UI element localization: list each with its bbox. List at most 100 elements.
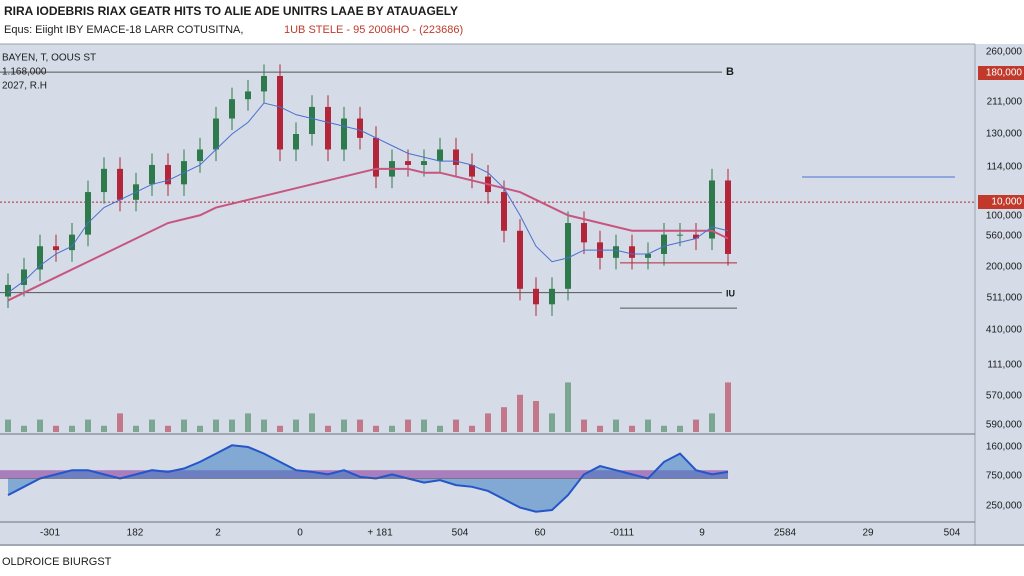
- candle-body: [277, 75, 283, 150]
- volume-bar: [325, 425, 331, 432]
- price-label: 211,000: [987, 97, 1023, 108]
- osc-band: [0, 470, 728, 479]
- time-label: 504: [452, 528, 469, 539]
- candle-body: [709, 180, 715, 239]
- subtitle: Equs: Eiight IBY EMACE-18 LARR COTUSITNA…: [4, 24, 243, 36]
- candle-body: [565, 223, 571, 289]
- annotation: IU: [726, 288, 735, 298]
- candle-body: [645, 253, 651, 258]
- volume-bar: [117, 413, 123, 432]
- candle-body: [725, 180, 731, 254]
- time-label: -301: [40, 528, 60, 539]
- price-label: 10,000: [991, 197, 1022, 208]
- volume-bar: [229, 419, 235, 432]
- price-label: 100,000: [986, 211, 1023, 222]
- candle-body: [101, 168, 107, 193]
- annotation: B: [726, 66, 734, 78]
- volume-bar: [293, 419, 299, 432]
- volume-bar: [277, 425, 283, 432]
- candle-body: [613, 246, 619, 258]
- price-label: 511,000: [987, 293, 1023, 304]
- volume-bar: [245, 413, 251, 432]
- footer: OLDROICE BIURGST: [2, 556, 112, 568]
- candle-body: [405, 161, 411, 165]
- volume-bar: [645, 419, 651, 432]
- volume-bar: [469, 425, 475, 432]
- candle-body: [661, 234, 667, 254]
- time-label: 0: [297, 528, 303, 539]
- volume-bar: [453, 419, 459, 432]
- time-label: 2: [215, 528, 221, 539]
- candle-body: [213, 118, 219, 150]
- osc-label: 750,000: [986, 471, 1023, 482]
- candle-body: [261, 75, 267, 92]
- candle-body: [437, 149, 443, 162]
- candle-body: [421, 161, 427, 165]
- candle-body: [533, 288, 539, 305]
- volume-bar: [405, 419, 411, 432]
- price-label: 560,000: [986, 231, 1023, 242]
- candle-body: [5, 284, 11, 297]
- candle-body: [677, 234, 683, 236]
- volume-bar: [725, 382, 731, 432]
- price-label: 130,000: [986, 129, 1023, 140]
- candle-body: [37, 246, 43, 270]
- volume-bar: [709, 413, 715, 432]
- candle-body: [549, 288, 555, 305]
- volume-bar: [421, 419, 427, 432]
- candle-body: [149, 164, 155, 185]
- candle-body: [309, 106, 315, 135]
- candle-body: [469, 164, 475, 177]
- volume-bar: [37, 419, 43, 432]
- price-label: 590,000: [986, 420, 1023, 431]
- price-tag: [978, 66, 1024, 80]
- candle-body: [341, 118, 347, 150]
- info-text: 1.168,000: [2, 67, 47, 78]
- volume-bar: [661, 425, 667, 432]
- candle-body: [69, 234, 75, 251]
- volume-bar: [69, 425, 75, 432]
- volume-bar: [485, 413, 491, 432]
- time-label: 9: [699, 528, 705, 539]
- time-label: 29: [862, 528, 874, 539]
- volume-bar: [53, 425, 59, 432]
- candle-body: [53, 246, 59, 251]
- candle-body: [293, 134, 299, 150]
- candle-body: [245, 91, 251, 100]
- candle-body: [357, 118, 363, 138]
- ma-fast-line: [7, 102, 729, 294]
- volume-bar: [165, 425, 171, 432]
- osc-label: 160,000: [986, 442, 1023, 453]
- price-label: 570,000: [986, 391, 1023, 402]
- ma-slow-line: [7, 167, 729, 302]
- title: RIRA IODEBRIS RIAX GEATR HITS TO ALIE AD…: [4, 4, 458, 18]
- candle-body: [85, 192, 91, 235]
- price-tag: [978, 195, 1024, 209]
- volume-bar: [677, 425, 683, 432]
- candle-body: [517, 230, 523, 289]
- volume-bar: [389, 425, 395, 432]
- volume-bar: [181, 419, 187, 432]
- candle-body: [229, 99, 235, 119]
- info-text: 2027, R.H: [2, 81, 47, 92]
- footer-bar: [0, 546, 1024, 576]
- volume-bar: [597, 425, 603, 432]
- candle-body: [21, 269, 27, 285]
- time-label: 182: [127, 528, 144, 539]
- volume-bar: [5, 419, 11, 432]
- volume-bar: [373, 425, 379, 432]
- candle-body: [581, 223, 587, 243]
- volume-bar: [581, 419, 587, 432]
- price-label: 410,000: [986, 325, 1023, 336]
- volume-bar: [21, 425, 27, 432]
- volume-bar: [197, 425, 203, 432]
- candle-body: [165, 164, 171, 185]
- volume-bar: [101, 425, 107, 432]
- volume-bar: [629, 425, 635, 432]
- price-label: 200,000: [986, 262, 1023, 273]
- volume-bar: [437, 425, 443, 432]
- volume-bar: [565, 382, 571, 432]
- header-bar: [0, 0, 1024, 44]
